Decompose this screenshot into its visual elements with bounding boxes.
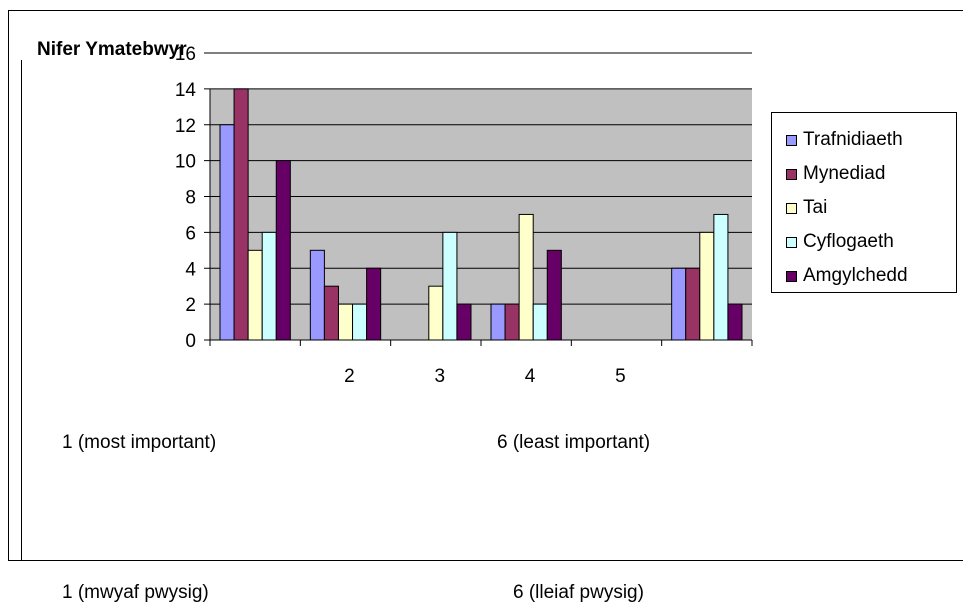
bar-cyflogaeth bbox=[261, 231, 277, 341]
y-tick-label: 8 bbox=[185, 188, 196, 209]
y-tick-label: 4 bbox=[185, 259, 196, 280]
bar-mynediad bbox=[685, 267, 701, 341]
x-tick-label: 3 bbox=[434, 366, 445, 387]
bar-tai bbox=[518, 213, 534, 341]
chart-legend: Trafnidiaeth Mynediad Tai Cyflogaeth Amgylch… bbox=[771, 112, 957, 293]
bar-mynediad bbox=[504, 303, 520, 341]
bar-cyflogaeth bbox=[532, 303, 548, 341]
y-tick-label: 0 bbox=[185, 331, 196, 352]
y-tick-label: 12 bbox=[175, 116, 196, 137]
bar-trafnidiaeth bbox=[490, 303, 506, 341]
footnote-english-left: 1 (most important) bbox=[62, 432, 217, 453]
legend-label: Amgylchedd bbox=[803, 265, 908, 286]
x-tick-label: 4 bbox=[525, 366, 536, 387]
y-tick-label: 6 bbox=[185, 223, 196, 244]
bar-amgylchedd bbox=[456, 303, 472, 341]
y-tick-label: 10 bbox=[175, 152, 196, 173]
legend-label: Trafnidiaeth bbox=[803, 129, 903, 150]
footnote-welsh-left: 1 (mwyaf pwysig) bbox=[62, 582, 209, 603]
bar-tai bbox=[337, 303, 354, 341]
legend-label: Mynediad bbox=[803, 163, 886, 184]
x-tick-label: 2 bbox=[344, 366, 355, 387]
bar-tai bbox=[247, 249, 263, 341]
legend-swatch bbox=[786, 236, 797, 248]
bar-tai bbox=[699, 231, 715, 341]
legend-swatch bbox=[786, 168, 797, 180]
legend-item: Cyflogaeth bbox=[786, 229, 894, 255]
bar-amgylchedd bbox=[727, 303, 743, 341]
legend-swatch bbox=[786, 202, 797, 214]
bar-amgylchedd bbox=[546, 249, 562, 341]
bar-cyflogaeth bbox=[442, 231, 458, 341]
y-tick-label: 2 bbox=[185, 295, 196, 316]
legend-swatch bbox=[786, 134, 797, 146]
legend-item: Tai bbox=[786, 195, 827, 221]
bar-mynediad bbox=[233, 88, 249, 341]
legend-label: Cyflogaeth bbox=[803, 231, 894, 252]
bar-amgylchedd bbox=[275, 160, 291, 341]
y-tick-label: 14 bbox=[175, 80, 197, 101]
bar-amgylchedd bbox=[366, 267, 382, 341]
legend-swatch bbox=[786, 270, 797, 282]
y-tick-label: 16 bbox=[175, 44, 196, 65]
bar-cyflogaeth bbox=[352, 303, 368, 341]
legend-item: Amgylchedd bbox=[786, 263, 908, 289]
legend-item: Mynediad bbox=[786, 161, 885, 187]
bar-cyflogaeth bbox=[713, 213, 729, 341]
legend-item: Trafnidiaeth bbox=[786, 127, 903, 153]
plot-area bbox=[210, 88, 752, 340]
y-axis-label: Nifer Ymatebwyr bbox=[37, 39, 187, 60]
bar-trafnidiaeth bbox=[671, 267, 687, 341]
bar-trafnidiaeth bbox=[219, 124, 235, 341]
x-tick-label: 5 bbox=[615, 366, 626, 387]
bar-trafnidiaeth bbox=[309, 249, 325, 341]
bar-mynediad bbox=[323, 285, 339, 341]
frame-divider bbox=[21, 60, 22, 560]
legend-label: Tai bbox=[803, 197, 828, 218]
chart-frame bbox=[8, 10, 963, 561]
bar-tai bbox=[428, 285, 444, 341]
footnote-welsh-right: 6 (lleiaf pwysig) bbox=[513, 582, 644, 603]
footnote-english-right: 6 (least important) bbox=[497, 432, 651, 453]
